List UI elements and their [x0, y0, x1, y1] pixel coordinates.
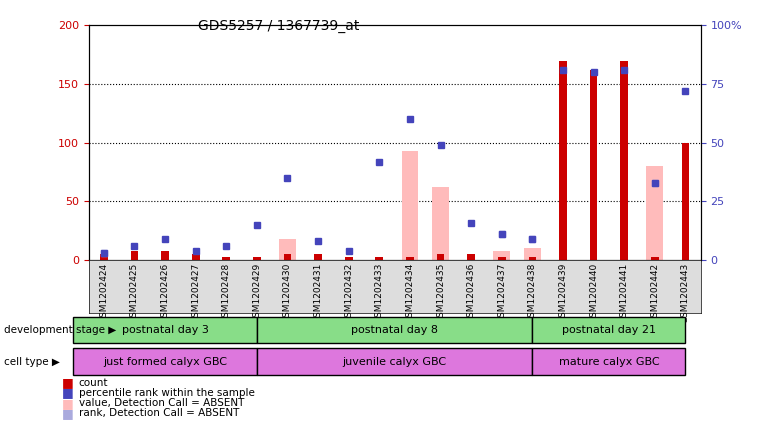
Text: GSM1202443: GSM1202443 — [681, 263, 690, 323]
Bar — [532, 316, 685, 343]
Bar — [621, 60, 628, 260]
Text: GSM1202441: GSM1202441 — [620, 263, 628, 323]
Text: ■: ■ — [62, 376, 73, 389]
Text: GDS5257 / 1367739_at: GDS5257 / 1367739_at — [199, 19, 360, 33]
Bar — [528, 257, 536, 260]
Bar — [590, 70, 598, 260]
Text: GSM1202437: GSM1202437 — [497, 263, 506, 323]
Text: ■: ■ — [62, 387, 73, 399]
Text: mature calyx GBC: mature calyx GBC — [558, 357, 659, 367]
Text: ■: ■ — [62, 407, 73, 420]
Bar — [559, 60, 567, 260]
Text: GSM1202430: GSM1202430 — [283, 263, 292, 323]
Bar — [223, 257, 230, 260]
Bar — [345, 257, 353, 260]
Text: percentile rank within the sample: percentile rank within the sample — [79, 388, 254, 398]
Bar — [432, 187, 449, 260]
Text: GSM1202442: GSM1202442 — [651, 263, 659, 323]
Bar — [283, 254, 291, 260]
Text: rank, Detection Call = ABSENT: rank, Detection Call = ABSENT — [79, 408, 239, 418]
Bar — [257, 349, 532, 375]
Text: GSM1202433: GSM1202433 — [375, 263, 383, 323]
Text: GSM1202440: GSM1202440 — [589, 263, 598, 323]
Bar — [100, 254, 108, 260]
Bar — [314, 254, 322, 260]
Text: GSM1202426: GSM1202426 — [161, 263, 169, 323]
Bar — [401, 151, 418, 260]
Bar — [532, 349, 685, 375]
Text: GSM1202425: GSM1202425 — [130, 263, 139, 323]
Text: count: count — [79, 378, 108, 388]
Text: GSM1202435: GSM1202435 — [436, 263, 445, 323]
Text: just formed calyx GBC: just formed calyx GBC — [103, 357, 227, 367]
Text: GSM1202424: GSM1202424 — [99, 263, 109, 323]
Text: GSM1202428: GSM1202428 — [222, 263, 231, 323]
Text: GSM1202432: GSM1202432 — [344, 263, 353, 323]
Text: GSM1202439: GSM1202439 — [558, 263, 567, 323]
Bar — [253, 257, 261, 260]
Bar — [73, 349, 257, 375]
Bar — [131, 251, 139, 260]
Bar — [257, 316, 532, 343]
Bar — [524, 248, 541, 260]
Text: GSM1202429: GSM1202429 — [253, 263, 261, 323]
Text: value, Detection Call = ABSENT: value, Detection Call = ABSENT — [79, 398, 244, 408]
Bar — [467, 254, 475, 260]
Bar — [406, 257, 413, 260]
Bar — [437, 254, 444, 260]
Text: development stage ▶: development stage ▶ — [4, 325, 116, 335]
Text: postnatal day 8: postnatal day 8 — [351, 325, 438, 335]
Text: GSM1202438: GSM1202438 — [528, 263, 537, 323]
Text: ■: ■ — [62, 397, 73, 409]
Text: juvenile calyx GBC: juvenile calyx GBC — [343, 357, 447, 367]
Bar — [73, 316, 257, 343]
Bar — [279, 239, 296, 260]
Bar — [681, 143, 689, 260]
Text: GSM1202436: GSM1202436 — [467, 263, 476, 323]
Bar — [646, 166, 663, 260]
Bar — [498, 257, 506, 260]
Bar — [494, 251, 511, 260]
Bar — [376, 257, 383, 260]
Text: GSM1202427: GSM1202427 — [191, 263, 200, 323]
Bar — [651, 257, 658, 260]
Bar — [192, 254, 199, 260]
Text: GSM1202434: GSM1202434 — [406, 263, 414, 323]
Bar — [161, 251, 169, 260]
Text: postnatal day 3: postnatal day 3 — [122, 325, 209, 335]
Text: postnatal day 21: postnatal day 21 — [562, 325, 656, 335]
Text: GSM1202431: GSM1202431 — [313, 263, 323, 323]
Text: cell type ▶: cell type ▶ — [4, 357, 60, 367]
